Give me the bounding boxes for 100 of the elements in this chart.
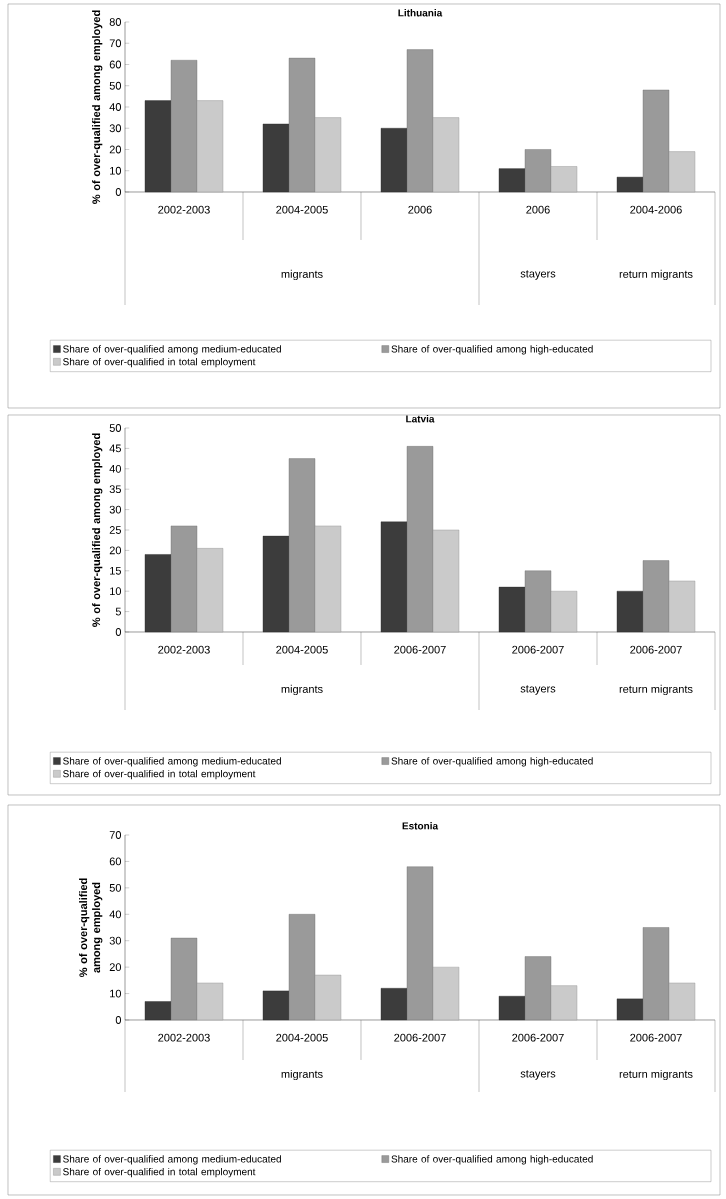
bar	[642, 89, 670, 193]
bar	[668, 580, 696, 633]
bar	[288, 914, 316, 1021]
chart-title: Latvia	[406, 415, 435, 423]
y-axis-title: % of over-qualified among employed	[92, 10, 103, 204]
x-tick-label: 2004-2005	[276, 1033, 328, 1042]
x-tick-label: 2004-2006	[630, 205, 682, 214]
bar	[498, 996, 526, 1021]
y-tick-label: 50	[109, 424, 122, 432]
y-tick-label: 10	[110, 587, 122, 596]
y-tick-label: 20	[109, 145, 122, 154]
bar	[642, 560, 670, 633]
legend-label: Share of over-qualified in total employment	[63, 1167, 256, 1178]
x-tick-label: 2004-2005	[276, 205, 328, 214]
bar	[170, 525, 198, 633]
bar	[144, 100, 172, 193]
y-tick-label: 70	[109, 831, 122, 839]
bar	[432, 529, 460, 633]
bar	[406, 49, 434, 193]
x-tick-label: 2006-2007	[512, 1033, 564, 1042]
legend-label: Share of over-qualified among high-educated	[391, 757, 593, 767]
y-tick-label: 15	[110, 566, 121, 575]
y-tick-label: 0	[115, 1016, 122, 1024]
bar	[550, 590, 578, 633]
x-tick-label: 2002-2003	[158, 645, 210, 654]
y-tick-label: 40	[109, 103, 122, 111]
bar	[668, 151, 696, 193]
y-tick-label: 30	[109, 936, 122, 945]
text: return migrants	[619, 1069, 693, 1081]
y-tick-label: 80	[109, 18, 122, 26]
x-tick-label: 2002-2003	[158, 205, 210, 214]
text: migrants	[281, 684, 323, 696]
bar	[524, 149, 552, 193]
x-tick-label: 2006-2007	[630, 645, 682, 654]
y-tick-label: 60	[109, 857, 122, 866]
bar	[406, 866, 434, 1021]
text: return migrants	[619, 684, 693, 696]
bar	[380, 128, 408, 193]
bar	[262, 535, 290, 633]
bar	[144, 1001, 172, 1021]
text: stayers	[520, 270, 556, 280]
x-tick-label: 2006-2007	[512, 645, 564, 654]
text: stayers	[520, 1070, 556, 1080]
bar	[196, 100, 224, 193]
y-tick-label: 20	[109, 963, 122, 972]
y-tick-label: 0	[115, 628, 122, 636]
bar	[380, 988, 408, 1021]
text: migrants	[281, 269, 323, 281]
y-tick-label: 70	[109, 39, 122, 48]
bar	[668, 982, 696, 1021]
bar	[550, 166, 578, 193]
x-tick-label: 2006	[408, 205, 432, 214]
bar	[288, 57, 316, 193]
chart-title: Estonia	[402, 822, 439, 830]
bar	[524, 570, 552, 633]
bar	[498, 168, 526, 193]
bar	[550, 985, 578, 1021]
y-tick-label: 60	[109, 60, 122, 69]
bar	[498, 586, 526, 633]
y-axis-title: % of over-qualified among employed	[79, 878, 103, 978]
legend-label: Share of over-qualified in total employment	[63, 357, 256, 368]
x-tick-label: 2006-2007	[394, 1033, 446, 1042]
bar	[196, 982, 224, 1021]
bar	[314, 525, 342, 633]
bar	[262, 990, 290, 1021]
bar	[262, 123, 290, 193]
y-tick-label: 50	[109, 81, 122, 90]
bar	[380, 521, 408, 633]
bar	[616, 176, 644, 193]
y-tick-label: 0	[115, 188, 122, 196]
bar	[314, 117, 342, 193]
bar	[314, 974, 342, 1021]
y-tick-label: 40	[109, 464, 122, 473]
bar	[170, 60, 198, 193]
bar	[616, 998, 644, 1021]
y-tick-label: 20	[109, 546, 122, 555]
chart-title: Lithuania	[398, 9, 443, 17]
legend-label: Share of over-qualified among medium-educated	[63, 757, 281, 767]
x-tick-label: 2006-2007	[630, 1033, 682, 1042]
bar	[524, 956, 552, 1021]
bar	[642, 927, 670, 1021]
bar	[170, 937, 198, 1021]
y-tick-label: 10	[110, 166, 122, 175]
legend-label: Share of over-qualified among medium-educated	[63, 345, 281, 355]
text: return migrants	[619, 269, 693, 281]
bar	[144, 554, 172, 633]
y-tick-label: 45	[109, 444, 121, 453]
bar	[406, 446, 434, 633]
x-tick-label: 2002-2003	[158, 1033, 210, 1042]
y-tick-label: 25	[109, 526, 121, 534]
y-tick-label: 50	[109, 883, 122, 892]
legend-label: Share of over-qualified among medium-educated	[63, 1155, 281, 1165]
bar	[432, 117, 460, 193]
legend-label: Share of over-qualified among high-educated	[391, 1155, 593, 1165]
y-tick-label: 30	[109, 505, 122, 514]
y-tick-label: 40	[109, 910, 122, 919]
y-tick-label: 10	[110, 989, 122, 998]
bar	[432, 966, 460, 1021]
y-tick-label: 30	[109, 124, 122, 133]
y-tick-label: 35	[109, 485, 121, 494]
